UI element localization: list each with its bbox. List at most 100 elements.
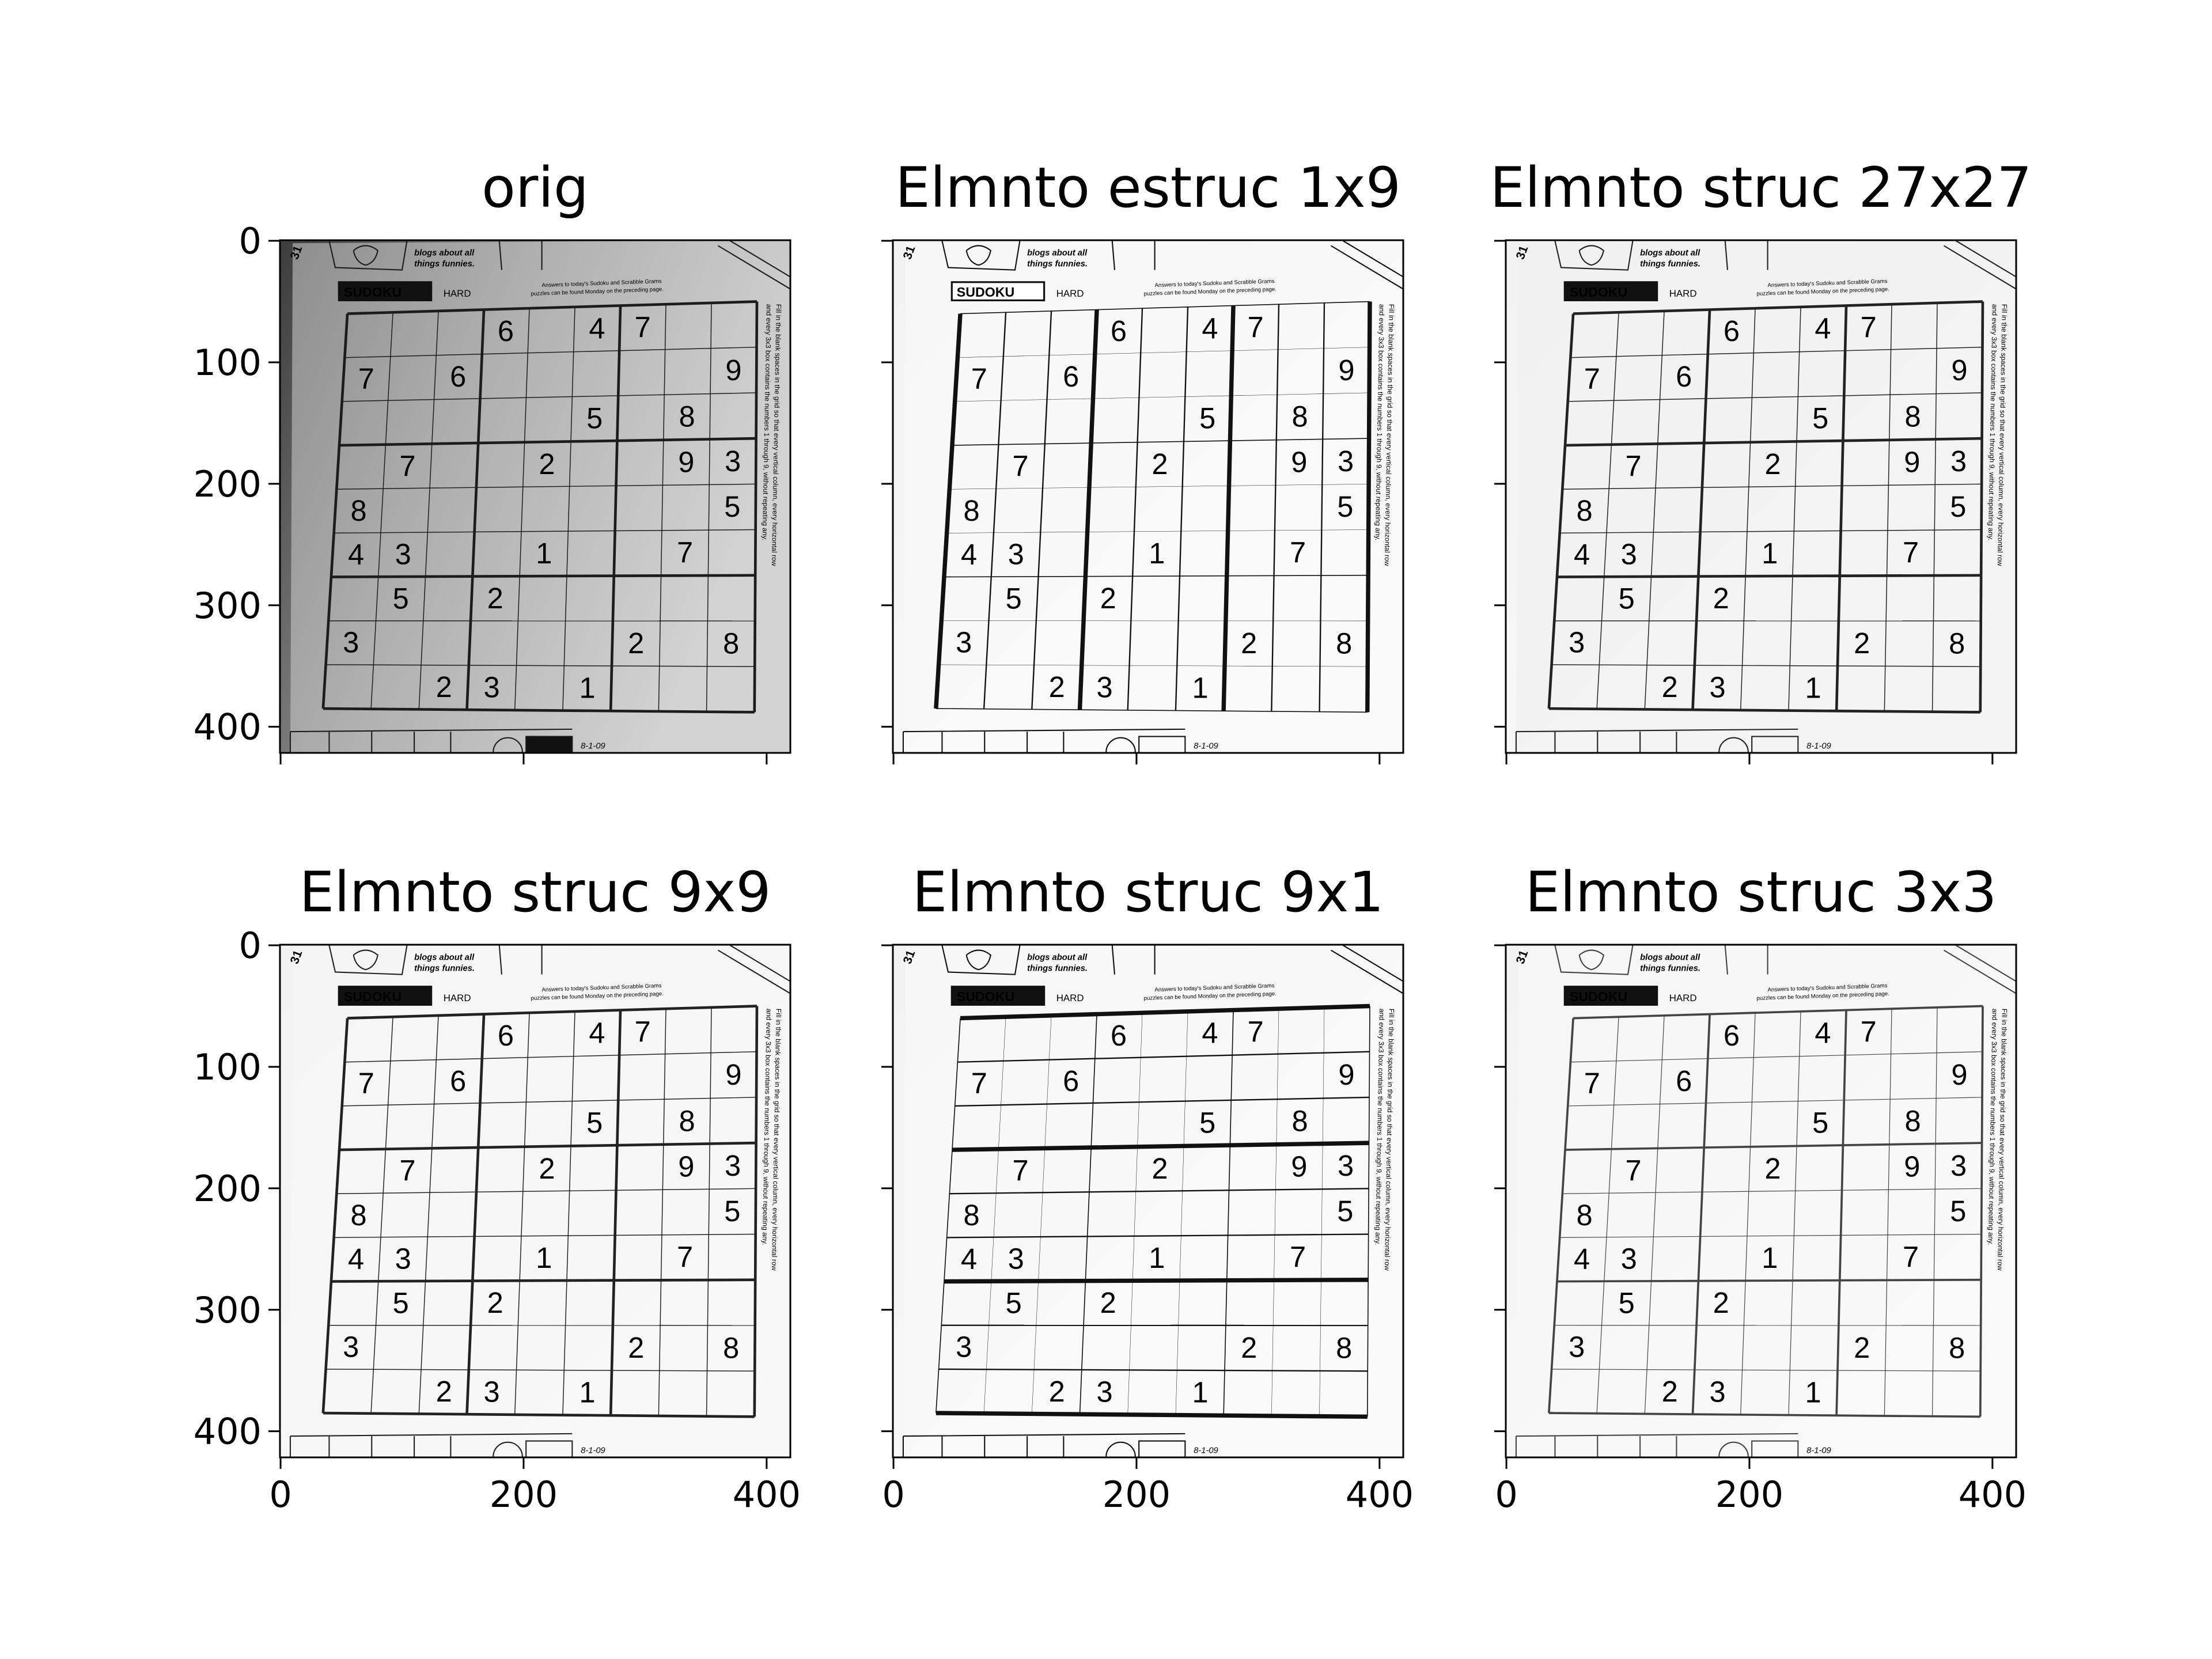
sudoku-line xyxy=(334,529,756,534)
sudoku-digit: 2 xyxy=(1049,671,1065,703)
sudoku-line xyxy=(658,1009,666,1416)
sudoku-line xyxy=(325,664,755,667)
sudoku-digit: 1 xyxy=(1192,1376,1209,1409)
sudoku-digit: 5 xyxy=(1812,1107,1828,1139)
sudoku-digit: 5 xyxy=(1950,1195,1966,1228)
logo: SUDOKU xyxy=(1570,989,1627,1004)
sudoku-line xyxy=(1547,313,1575,709)
sudoku-line xyxy=(562,306,575,711)
bottom-strip xyxy=(289,1433,573,1457)
sudoku-digit: 3 xyxy=(956,626,972,659)
sudoku-digit: 2 xyxy=(1152,1152,1168,1185)
sudoku-digit: 4 xyxy=(1815,312,1831,345)
sudoku-line xyxy=(344,1051,757,1063)
sudoku-digit: 3 xyxy=(1569,626,1585,659)
subplot-title: orig xyxy=(482,156,589,220)
sudoku-line xyxy=(935,708,1368,713)
y-tick-label: 0 xyxy=(239,925,262,967)
sudoku-line xyxy=(753,1006,759,1417)
sudoku-line xyxy=(1567,1097,1983,1107)
axes-frame xyxy=(1505,944,2017,1459)
date-text: 8-1-09 xyxy=(581,1446,605,1456)
sudoku-line xyxy=(342,1097,757,1107)
sudoku-digit: 3 xyxy=(484,671,500,704)
sudoku-line xyxy=(1835,305,1848,711)
sudoku-line xyxy=(944,1278,1369,1284)
subplot-title: Elmnto struc 27x27 xyxy=(1490,156,2032,220)
sudoku-digit: 8 xyxy=(1291,1105,1308,1138)
sudoku-line xyxy=(938,1368,1368,1372)
axes-frame xyxy=(279,944,791,1459)
bottom-strip xyxy=(902,728,1185,752)
sudoku-digit: 4 xyxy=(1574,538,1590,571)
x-tick-label: 400 xyxy=(1959,1474,2027,1516)
x-tick-label: 200 xyxy=(490,1474,558,1516)
sudoku-digit: 3 xyxy=(1008,1243,1024,1275)
logo-box xyxy=(1563,281,1658,301)
sudoku-line xyxy=(325,1369,755,1372)
sudoku-digit: 3 xyxy=(1710,671,1726,704)
sudoku-digit: 9 xyxy=(678,445,694,478)
sudoku-line xyxy=(1596,1017,1619,1414)
sudoku-line xyxy=(753,301,759,713)
sudoku-digit: 2 xyxy=(1764,448,1781,480)
sudoku-digit: 6 xyxy=(498,1019,514,1052)
sudoku-digit: 5 xyxy=(1619,582,1635,615)
sudoku-line xyxy=(955,392,1370,402)
y-tick-label: 100 xyxy=(194,1046,262,1088)
image-area: 3 1 blogs about all things funnies. SUDOKU HA… xyxy=(893,945,1403,1457)
sudoku-line xyxy=(658,304,666,711)
sudoku-line xyxy=(323,1411,755,1418)
sudoku-digit: 7 xyxy=(1626,449,1642,482)
paper xyxy=(1516,945,2016,1457)
paper xyxy=(1516,240,2016,753)
image: 3 1 blogs about all things funnies. SUDOKU HA… xyxy=(893,945,1403,1457)
blogs-text: things funnies. xyxy=(1027,964,1088,973)
sudoku-digit: 2 xyxy=(436,1375,452,1408)
date-text: 8-1-09 xyxy=(1806,1446,1831,1456)
sudoku-digit: 8 xyxy=(679,1105,695,1138)
sudoku-digit: 3 xyxy=(1008,538,1024,571)
sudoku-digit: 5 xyxy=(586,1107,603,1139)
bottom-strip xyxy=(902,1433,1185,1457)
sudoku-digit: 2 xyxy=(1713,582,1729,615)
sudoku-line xyxy=(1559,529,1982,534)
sudoku-digit: 6 xyxy=(1724,1019,1740,1052)
sudoku-line xyxy=(983,1017,1006,1414)
y-tick-label: 100 xyxy=(194,342,262,384)
sudoku-digit: 6 xyxy=(450,1065,466,1097)
sudoku-digit: 3 xyxy=(343,1331,359,1363)
sudoku-digit: 1 xyxy=(1762,537,1778,570)
y-tick-label: 200 xyxy=(194,1168,262,1210)
sudoku-digit: 6 xyxy=(1676,1065,1692,1097)
cartoon xyxy=(941,240,1403,290)
sudoku-line xyxy=(1223,1010,1234,1416)
sudoku-digit: 7 xyxy=(1013,1154,1029,1187)
sudoku-digit: 9 xyxy=(1291,1150,1307,1183)
subplot: Elmnto struc 27x27 3 1 blogs about all thing… xyxy=(1490,156,2032,764)
sudoku-digit: 6 xyxy=(1063,360,1079,393)
sudoku-line xyxy=(1562,483,1982,490)
sudoku-line xyxy=(949,484,1369,490)
sudoku-digit: 3 xyxy=(1097,1376,1113,1408)
sudoku-line xyxy=(946,1233,1369,1238)
blogs-text: things funnies. xyxy=(1640,259,1700,268)
sudoku-line xyxy=(960,1003,1370,1021)
sudoku-line xyxy=(1788,306,1801,711)
sudoku-digit: 4 xyxy=(1815,1017,1831,1050)
sudoku-line xyxy=(952,438,1369,446)
subplot: Elmnto struc 3x3 3 1 blogs about all things … xyxy=(1494,860,2027,1516)
sudoku-digit: 3 xyxy=(1097,671,1113,704)
sudoku-line xyxy=(1644,310,1665,710)
sudoku-line xyxy=(1884,304,1892,711)
sudoku-line xyxy=(1567,392,1983,402)
sudoku-digit: 7 xyxy=(971,362,987,395)
sudoku-line xyxy=(321,313,349,709)
sudoku-digit: 3 xyxy=(1710,1376,1726,1408)
sudoku-line xyxy=(1127,1013,1143,1415)
sudoku-digit: 2 xyxy=(1241,1331,1257,1364)
sudoku-digit: 1 xyxy=(1149,537,1165,570)
sudoku-digit: 2 xyxy=(1764,1152,1781,1185)
sudoku-line xyxy=(1556,574,1982,578)
